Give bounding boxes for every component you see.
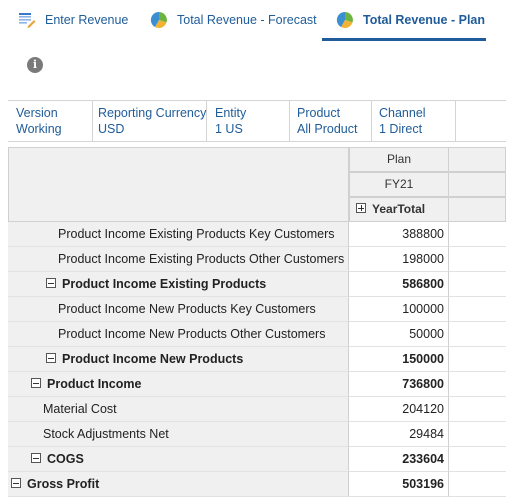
cell-filler [449,297,506,322]
tab-label: Total Revenue - Plan [363,13,486,27]
row-value[interactable]: 50000 [349,322,449,347]
row-label[interactable]: Stock Adjustments Net [8,422,349,447]
pov-bar: Version Working Reporting Currency USD E… [8,100,506,142]
expand-icon[interactable] [356,203,366,213]
column-header-filler [449,147,506,172]
cell-filler [449,222,506,247]
row-value[interactable]: 204120 [349,397,449,422]
tab-total-revenue-forecast[interactable]: Total Revenue - Forecast [150,0,317,40]
pie-chart-icon [336,11,353,29]
cell-filler [449,472,506,497]
row-label[interactable]: Product Income New Products Key Customer… [8,297,349,322]
row-label-text: Gross Profit [27,477,100,491]
table-row: Product Income Existing Products 586800 [8,272,506,297]
tab-label: Enter Revenue [45,13,129,27]
pov-key: Channel [379,106,426,120]
grid-edit-icon [19,13,36,28]
pov-value: 1 Direct [379,122,423,136]
pov-version[interactable]: Version Working [8,101,93,141]
row-value[interactable]: 736800 [349,372,449,397]
table-row: Product Income New Products Other Custom… [8,322,506,347]
cell-filler [449,247,506,272]
row-label[interactable]: Material Cost [8,397,349,422]
table-row: COGS 233604 [8,447,506,472]
table-row: Stock Adjustments Net 29484 [8,422,506,447]
row-value[interactable]: 233604 [349,447,449,472]
column-header-filler [449,197,506,222]
row-value[interactable]: 29484 [349,422,449,447]
pov-key: Reporting Currency [98,106,207,120]
table-row: Product Income New Products 150000 [8,347,506,372]
table-row: Product Income 736800 [8,372,506,397]
active-tab-indicator [322,38,486,41]
cell-filler [449,347,506,372]
collapse-icon[interactable] [31,453,41,463]
row-label[interactable]: Gross Profit [8,472,349,497]
pov-key: Version [16,106,58,120]
pov-value: 1 US [215,122,243,136]
column-header-year: FY21 [349,172,449,197]
pov-value: USD [98,122,125,136]
row-label[interactable]: Product Income Existing Products [8,272,349,297]
column-header-scenario: Plan [349,147,449,172]
pov-value: Working [16,122,62,136]
table-row: Gross Profit 503196 [8,472,506,497]
row-label-text: COGS [47,452,84,466]
grid-corner [8,147,349,222]
tab-bar: Enter Revenue Total Revenue - Forecast T… [0,0,506,42]
row-label-text: Product Income New Products [62,352,244,366]
row-label[interactable]: Product Income Existing Products Key Cus… [8,222,349,247]
data-grid: Plan FY21 YearTotal Product Income Exist… [8,147,506,500]
pov-key: Product [297,106,341,120]
collapse-icon[interactable] [46,353,56,363]
table-row: Product Income Existing Products Key Cus… [8,222,506,247]
pie-chart-icon [150,11,167,29]
cell-filler [449,422,506,447]
column-header-period-label: YearTotal [372,202,426,216]
collapse-icon[interactable] [46,278,56,288]
row-value[interactable]: 100000 [349,297,449,322]
row-label-text: Product Income Existing Products [62,277,267,291]
row-value[interactable]: 198000 [349,247,449,272]
cell-filler [449,272,506,297]
row-value[interactable]: 503196 [349,472,449,497]
pov-key: Entity [215,106,247,120]
tab-enter-revenue[interactable]: Enter Revenue [18,0,128,40]
row-label-text: Product Income [47,377,142,391]
collapse-icon[interactable] [11,478,21,488]
row-label[interactable]: COGS [8,447,349,472]
tab-label: Total Revenue - Forecast [177,13,317,27]
column-header-filler [449,172,506,197]
cell-filler [449,397,506,422]
pov-channel[interactable]: Channel 1 Direct [371,101,456,141]
cell-filler [449,322,506,347]
column-header-period[interactable]: YearTotal [349,197,449,222]
collapse-icon[interactable] [31,378,41,388]
row-value[interactable]: 150000 [349,347,449,372]
row-value[interactable]: 388800 [349,222,449,247]
pov-entity[interactable]: Entity 1 US [207,101,290,141]
row-label[interactable]: Product Income Existing Products Other C… [8,247,349,272]
table-row: Product Income Existing Products Other C… [8,247,506,272]
cell-filler [449,447,506,472]
info-icon[interactable]: i [27,57,43,73]
row-value[interactable]: 586800 [349,272,449,297]
table-row: Product Income New Products Key Customer… [8,297,506,322]
pov-value: All Product [297,122,358,136]
row-label[interactable]: Product Income [8,372,349,397]
tab-total-revenue-plan[interactable]: Total Revenue - Plan [336,0,485,40]
pov-product[interactable]: Product All Product [289,101,372,141]
cell-filler [449,372,506,397]
row-label[interactable]: Product Income New Products Other Custom… [8,322,349,347]
pov-reporting-currency[interactable]: Reporting Currency USD [90,101,207,141]
row-label[interactable]: Product Income New Products [8,347,349,372]
table-row: Material Cost 204120 [8,397,506,422]
